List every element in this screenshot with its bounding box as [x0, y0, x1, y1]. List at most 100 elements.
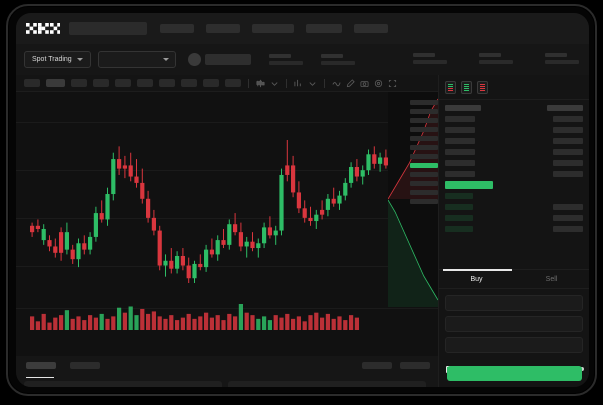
chevron-down-icon	[162, 58, 169, 61]
orderbook-asks	[445, 115, 583, 178]
nav-item-4[interactable]	[354, 24, 388, 33]
bottom-right-tab-1[interactable]	[400, 362, 430, 369]
gridline	[16, 218, 438, 219]
orderbook-both-icon[interactable]	[445, 81, 456, 94]
ladder-row	[410, 199, 438, 204]
gridline	[16, 170, 438, 171]
tab-buy[interactable]: Buy	[470, 275, 483, 283]
bottom-tab-1[interactable]	[70, 362, 100, 369]
pair-stats	[268, 54, 355, 65]
orderbook-price	[445, 204, 473, 210]
timeframe-5[interactable]	[137, 79, 153, 87]
orderbook-asks-icon[interactable]	[477, 81, 488, 94]
bottom-card-list	[16, 381, 426, 387]
header-stat-label	[545, 53, 567, 57]
orderbook-spread-row	[445, 181, 583, 189]
nav-item-2[interactable]	[252, 24, 294, 33]
search-input[interactable]	[69, 22, 147, 35]
price-chart[interactable]	[16, 92, 438, 356]
timeframe-3[interactable]	[93, 79, 109, 87]
orderbook-price	[445, 116, 475, 122]
pair-stat-value	[320, 61, 355, 65]
orderbook-header-amount	[547, 105, 583, 111]
timeframe-6[interactable]	[159, 79, 175, 87]
candle-chart-icon[interactable]	[256, 79, 265, 88]
chevron-down-icon[interactable]	[270, 79, 279, 88]
bottom-panel	[16, 356, 438, 387]
settings-icon[interactable]	[374, 79, 383, 88]
orderbook-row-bid[interactable]	[445, 203, 583, 211]
order-field-1[interactable]	[445, 316, 583, 332]
order-form	[439, 289, 589, 359]
header-stat-0	[413, 53, 447, 64]
timeframe-1[interactable]	[46, 79, 65, 87]
buy-sell-tabs: Buy Sell	[439, 269, 589, 289]
orderbook-amount	[553, 171, 583, 177]
market-subheader: Spot Trading	[16, 44, 589, 75]
indicator-icon[interactable]	[294, 79, 303, 88]
orderbook[interactable]	[439, 100, 589, 269]
pair-stat-1	[320, 54, 355, 65]
orderbook-spread-price	[445, 181, 493, 189]
timeframe-8[interactable]	[203, 79, 219, 87]
timeframe-9[interactable]	[225, 79, 241, 87]
timeframe-2[interactable]	[71, 79, 87, 87]
orderbook-mode-switch	[439, 75, 589, 100]
orderbook-row-ask[interactable]	[445, 159, 583, 167]
ladder-row	[410, 190, 438, 195]
chevron-down-icon	[76, 58, 83, 61]
orderbook-row-ask[interactable]	[445, 148, 583, 156]
orderbook-price	[445, 215, 473, 221]
timeframe-4[interactable]	[115, 79, 131, 87]
orderbook-price	[445, 226, 473, 232]
bottom-card-0[interactable]	[24, 381, 222, 387]
orderbook-row-ask[interactable]	[445, 126, 583, 134]
orderbook-row-bid[interactable]	[445, 225, 583, 233]
gridline	[16, 122, 438, 123]
orderbook-row-bid[interactable]	[445, 214, 583, 222]
timeframe-0[interactable]	[24, 79, 40, 87]
camera-icon[interactable]	[360, 79, 369, 88]
pencil-icon[interactable]	[346, 78, 355, 88]
timeframe-7[interactable]	[181, 79, 197, 87]
pair-select[interactable]	[97, 51, 176, 68]
header-stats	[413, 53, 579, 64]
bottom-tab-list	[16, 356, 438, 369]
orderbook-bids-icon[interactable]	[461, 81, 472, 94]
nav-item-1[interactable]	[206, 24, 240, 33]
order-field-2[interactable]	[445, 337, 583, 353]
bottom-right-tab-0[interactable]	[362, 362, 392, 369]
submit-order-button[interactable]	[447, 366, 582, 381]
orderbook-amount	[553, 160, 583, 166]
orderbook-bids	[445, 192, 583, 233]
nav-item-3[interactable]	[306, 24, 342, 33]
price-ladder	[410, 100, 438, 204]
header-stat-label	[479, 53, 501, 57]
okx-logo[interactable]	[26, 23, 60, 34]
orderbook-row-ask[interactable]	[445, 170, 583, 178]
nav-item-0[interactable]	[160, 24, 194, 33]
bottom-card-1[interactable]	[228, 381, 426, 387]
pair-stat-value	[268, 61, 303, 65]
pair-stat-label	[320, 54, 343, 58]
orderbook-row-ask[interactable]	[445, 137, 583, 145]
gridline	[16, 308, 438, 309]
orderbook-price	[445, 149, 475, 155]
orderbook-row-bid[interactable]	[445, 192, 583, 200]
order-panel: Buy Sell	[438, 75, 589, 387]
fullscreen-icon[interactable]	[388, 79, 397, 88]
header-stat-label	[413, 53, 435, 57]
order-field-0[interactable]	[445, 295, 583, 311]
bottom-tab-0[interactable]	[26, 362, 56, 369]
tab-sell[interactable]: Sell	[545, 275, 558, 283]
header-stat-value	[545, 60, 579, 64]
volume-series	[30, 304, 359, 330]
line-chart-icon[interactable]	[332, 79, 341, 88]
bottom-right-actions	[362, 362, 430, 369]
header-stat-value	[413, 60, 447, 64]
orderbook-row-ask[interactable]	[445, 115, 583, 123]
market-type-select[interactable]: Spot Trading	[24, 51, 91, 68]
active-tab-underline	[26, 377, 54, 378]
chevron-down-icon[interactable]	[308, 79, 317, 88]
pair-stat-0	[268, 54, 303, 65]
